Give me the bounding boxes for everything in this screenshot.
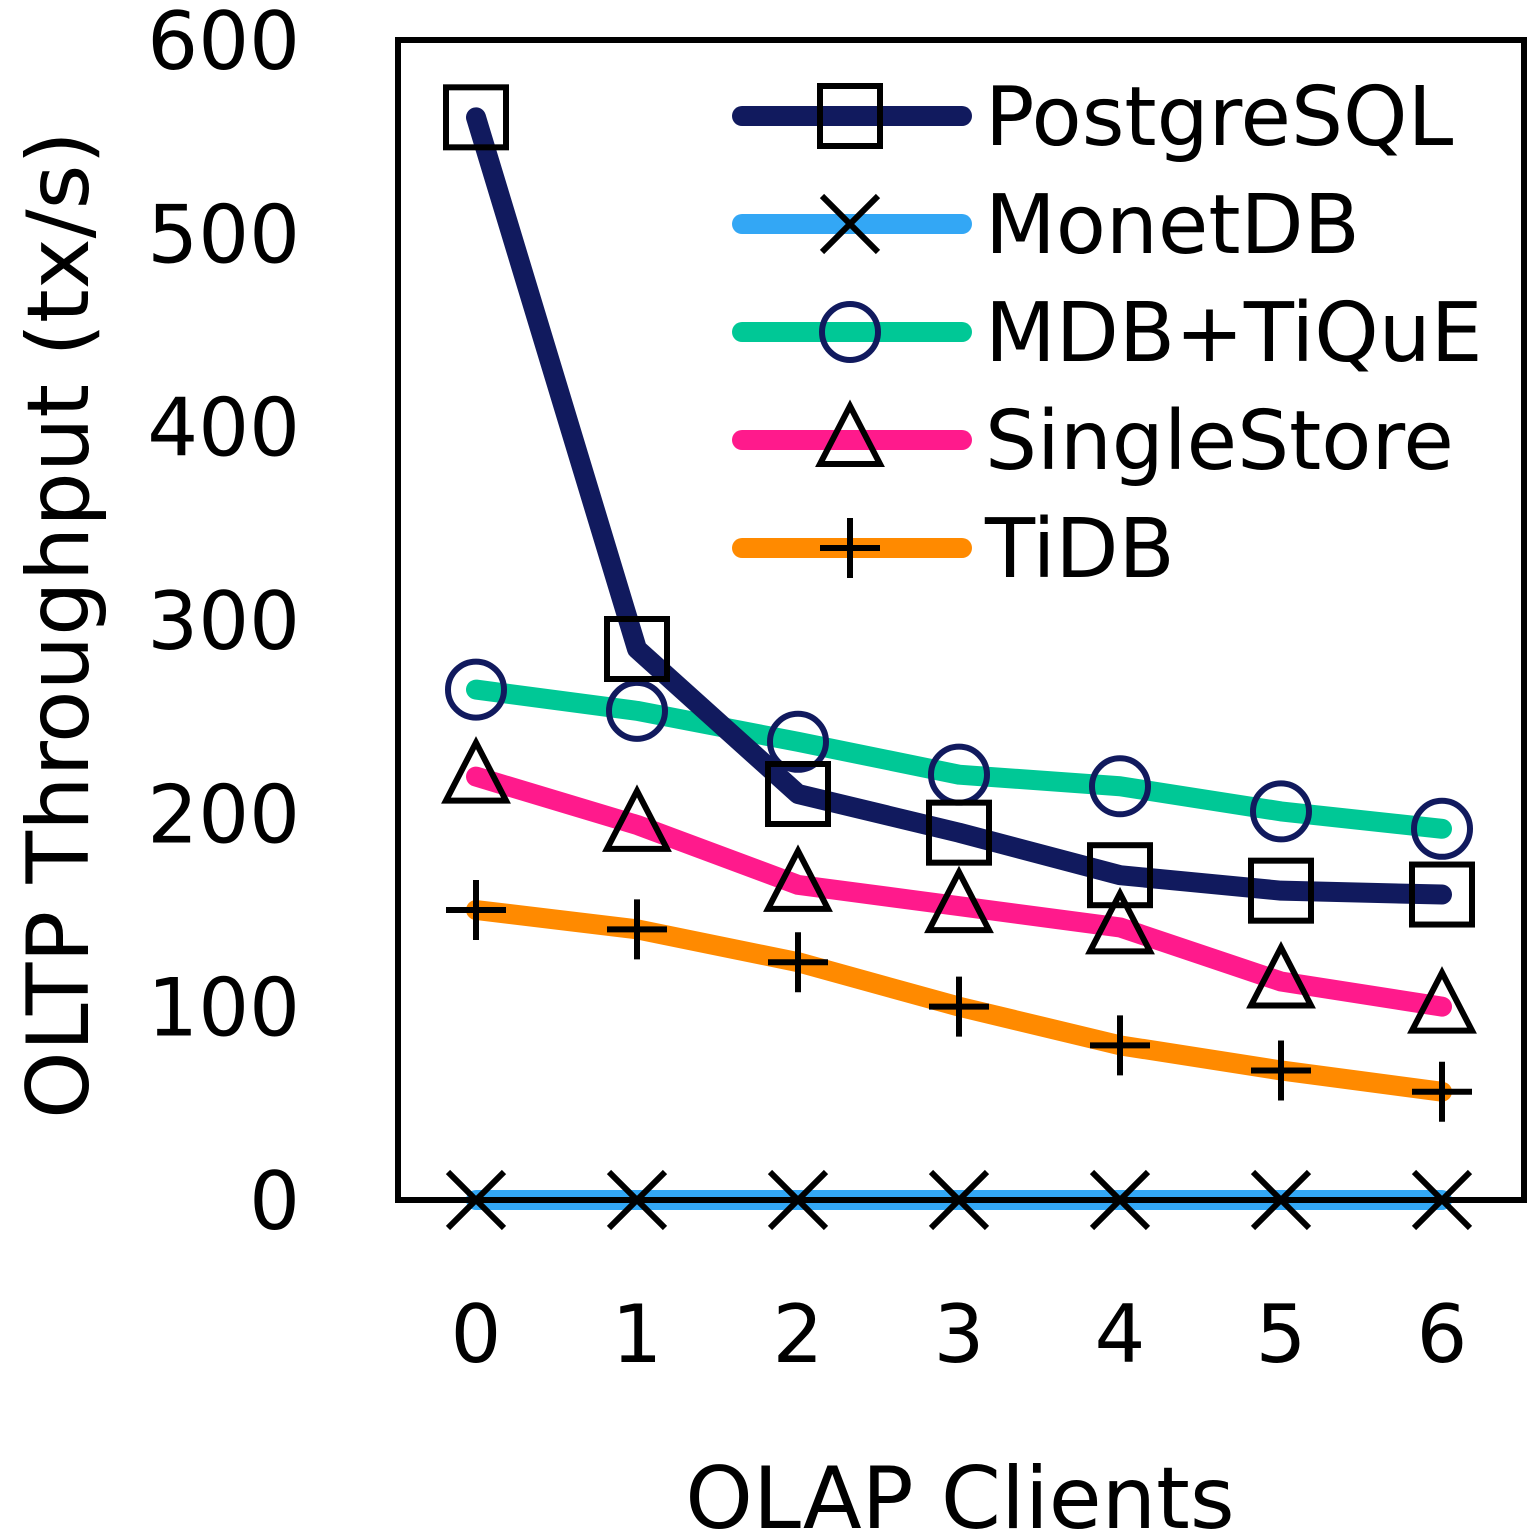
legend: PostgreSQL MonetDB MDB+TiQuE SingleStore TiD…: [732, 70, 1483, 597]
data-point-mdb-tique-0: [445, 658, 507, 721]
series-line-mdb-tique: [466, 679, 1452, 839]
x-axis-title: OLAP Clients: [685, 1449, 1234, 1534]
legend-marker-postgresql: [817, 83, 883, 149]
x-tick-label-2: 2: [773, 1288, 824, 1381]
data-point-postgresql-5: [1248, 857, 1314, 924]
legend-label-monetdb: MonetDB: [985, 178, 1360, 273]
data-point-singlestore-2: [763, 844, 833, 912]
data-point-tidb-6: [1412, 1061, 1472, 1122]
data-point-mdb-tique-5: [1250, 780, 1312, 843]
data-point-singlestore-1: [602, 784, 672, 852]
x-tick-label-4: 4: [1095, 1288, 1146, 1381]
legend-marker-tidb: [820, 518, 880, 578]
y-tick-label-100: 100: [147, 962, 300, 1055]
legend-label-postgresql: PostgreSQL: [985, 70, 1454, 165]
data-point-postgresql-4: [1087, 842, 1153, 909]
y-axis-title: OLTP Throughput (tx/s): [9, 131, 109, 1119]
series-line-postgresql: [466, 107, 1452, 905]
data-point-mdb-tique-6: [1411, 797, 1473, 860]
data-point-mdb-tique-2: [767, 710, 829, 773]
data-point-postgresql-2: [765, 761, 831, 827]
x-tick-label-0: 0: [451, 1288, 502, 1381]
legend-item-tidb: TiDB: [732, 502, 1175, 597]
data-point-postgresql-1: [604, 616, 670, 682]
data-point-postgresql-3: [926, 799, 992, 866]
data-point-tidb-1: [607, 899, 667, 960]
x-tick-label-3: 3: [934, 1288, 985, 1381]
x-axis-ticks: 0 1 2 3 4 5 6: [451, 1288, 1468, 1381]
data-point-singlestore-0: [441, 736, 511, 804]
y-tick-label-600: 600: [147, 0, 300, 88]
data-point-tidb-5: [1251, 1040, 1311, 1101]
x-tick-label-1: 1: [612, 1288, 663, 1381]
legend-label-mdb-tique: MDB+TiQuE: [985, 286, 1483, 381]
x-tick-label-5: 5: [1256, 1288, 1307, 1381]
legend-label-tidb: TiDB: [984, 502, 1175, 597]
data-point-mdb-tique-4: [1089, 755, 1151, 818]
legend-marker-mdb-tique: [819, 301, 881, 363]
legend-item-singlestore: SingleStore: [732, 394, 1454, 489]
data-point-singlestore-5: [1246, 941, 1316, 1009]
y-axis-ticks: 0 100 200 300 400 500 600: [147, 0, 300, 1248]
data-point-tidb-0: [446, 880, 506, 940]
plot-frame: [395, 37, 1527, 1203]
data-point-postgresql-6: [1409, 861, 1475, 928]
y-tick-label-0: 0: [249, 1155, 300, 1248]
x-tick-label-6: 6: [1417, 1288, 1468, 1381]
data-point-tidb-4: [1090, 1015, 1150, 1076]
legend-label-singlestore: SingleStore: [985, 394, 1454, 489]
legend-marker-singlestore: [815, 399, 885, 467]
y-tick-label-400: 400: [147, 382, 300, 475]
legend-item-monetdb: MonetDB: [732, 178, 1360, 273]
legend-item-postgresql: PostgreSQL: [732, 70, 1454, 165]
data-point-singlestore-3: [924, 865, 994, 934]
data-point-singlestore-4: [1085, 886, 1155, 955]
y-tick-label-300: 300: [147, 575, 300, 668]
data-point-singlestore-6: [1407, 966, 1477, 1034]
y-tick-label-200: 200: [147, 768, 300, 861]
y-tick-label-500: 500: [147, 188, 300, 281]
legend-marker-monetdb: [819, 193, 881, 255]
data-point-mdb-tique-1: [606, 679, 668, 742]
data-point-tidb-2: [768, 932, 828, 993]
series-line-singlestore: [466, 766, 1452, 1017]
data-point-tidb-3: [929, 976, 989, 1037]
data-point-postgresql-0: [443, 84, 509, 151]
legend-item-mdb-tique: MDB+TiQuE: [732, 286, 1483, 381]
